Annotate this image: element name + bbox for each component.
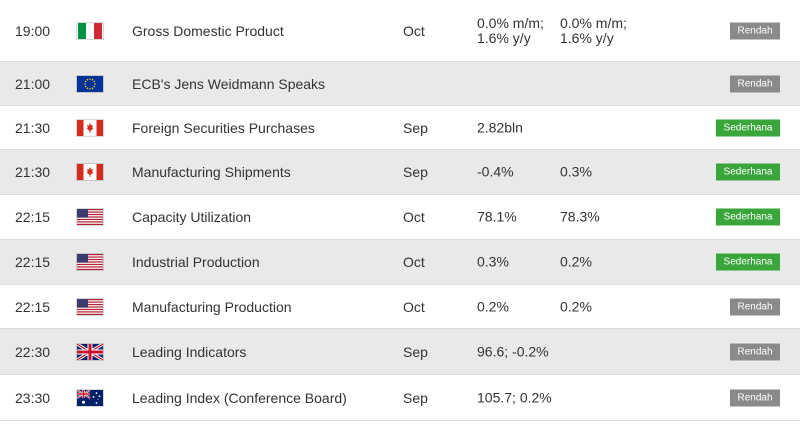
usa-flag-icon <box>77 254 103 270</box>
event-time: 22:15 <box>15 209 51 225</box>
event-period: Sep <box>403 119 428 136</box>
event-name: Industrial Production <box>132 254 260 270</box>
event-time: 21:00 <box>15 75 51 92</box>
event-period: Oct <box>403 254 425 270</box>
event-period: Sep <box>403 343 428 360</box>
impact-badge: Sederhana <box>716 253 780 271</box>
event-forecast: 0.3% <box>560 163 592 180</box>
calendar-row[interactable]: 22:15 Industrial Production Oct 0.3% 0.2… <box>0 240 800 285</box>
impact-badge: Rendah <box>730 343 780 360</box>
event-actual: -0.4% <box>477 163 514 180</box>
event-name: ECB's Jens Weidmann Speaks <box>132 75 326 92</box>
event-period: Sep <box>403 164 428 180</box>
event-forecast: 0.2% <box>560 298 592 314</box>
impact-badge: Rendah <box>730 389 780 406</box>
event-actual: 78.1% <box>477 208 517 225</box>
impact-badge: Sederhana <box>716 119 780 136</box>
canada-flag-icon <box>77 119 103 136</box>
calendar-row[interactable]: 22:15 Capacity Utilization Oct 78.1% 78.… <box>0 195 800 240</box>
australia-flag-icon <box>77 389 103 406</box>
event-actual: 96.6; -0.2% <box>477 343 549 359</box>
impact-badge: Rendah <box>730 75 780 92</box>
calendar-row[interactable]: 21:00 ECB's Jens Weidmann Speaks Rendah <box>0 62 800 106</box>
impact-badge: Rendah <box>730 22 780 39</box>
event-name: Leading Index (Conference Board) <box>132 389 347 406</box>
calendar-row[interactable]: 22:15 Manufacturing Production Oct 0.2% … <box>0 285 800 329</box>
impact-badge: Rendah <box>730 298 780 315</box>
event-forecast: 0.0% m/m; 1.6% y/y <box>560 14 627 46</box>
event-name: Manufacturing Production <box>132 298 292 315</box>
uk-flag-icon <box>77 343 103 360</box>
event-time: 23:30 <box>15 389 51 406</box>
event-forecast: 0.2% <box>560 253 592 270</box>
calendar-row[interactable]: 21:30 Manufacturing Shipments Sep -0.4% … <box>0 150 800 195</box>
event-period: Oct <box>403 298 425 315</box>
event-name: Gross Domestic Product <box>132 22 284 39</box>
event-actual: 0.3% <box>477 253 509 270</box>
event-time: 21:30 <box>15 119 51 136</box>
event-time: 19:00 <box>15 22 51 39</box>
usa-flag-icon <box>77 209 103 225</box>
event-time: 22:15 <box>15 298 51 315</box>
event-actual: 0.0% m/m; 1.6% y/y <box>477 14 544 46</box>
event-actual: 105.7; 0.2% <box>477 389 552 405</box>
economic-calendar-table: 19:00 Gross Domestic Product Oct 0.0% m/… <box>0 0 800 421</box>
calendar-row[interactable]: 21:30 Foreign Securities Purchases Sep 2… <box>0 106 800 150</box>
event-name: Foreign Securities Purchases <box>132 119 315 136</box>
event-period: Oct <box>403 22 425 39</box>
canada-flag-icon <box>77 164 103 180</box>
event-time: 21:30 <box>15 164 51 180</box>
event-forecast: 78.3% <box>560 208 600 225</box>
event-period: Oct <box>403 209 425 225</box>
calendar-row[interactable]: 19:00 Gross Domestic Product Oct 0.0% m/… <box>0 0 800 62</box>
calendar-row[interactable]: 22:30 Leading Indicators Sep 96.6; -0.2%… <box>0 329 800 375</box>
event-actual: 2.82bln <box>477 119 523 135</box>
calendar-row[interactable]: 23:30 Leading Index (Conference Board) S… <box>0 375 800 421</box>
event-actual: 0.2% <box>477 298 509 314</box>
event-name: Manufacturing Shipments <box>132 164 291 180</box>
event-time: 22:30 <box>15 343 51 360</box>
impact-badge: Sederhana <box>716 208 780 226</box>
event-period: Sep <box>403 389 428 406</box>
usa-flag-icon <box>77 298 103 315</box>
impact-badge: Sederhana <box>716 163 780 181</box>
event-name: Capacity Utilization <box>132 209 252 225</box>
event-time: 22:15 <box>15 254 51 270</box>
eu-flag-icon <box>77 75 103 92</box>
event-name: Leading Indicators <box>132 343 247 360</box>
italy-flag-icon <box>77 22 103 39</box>
